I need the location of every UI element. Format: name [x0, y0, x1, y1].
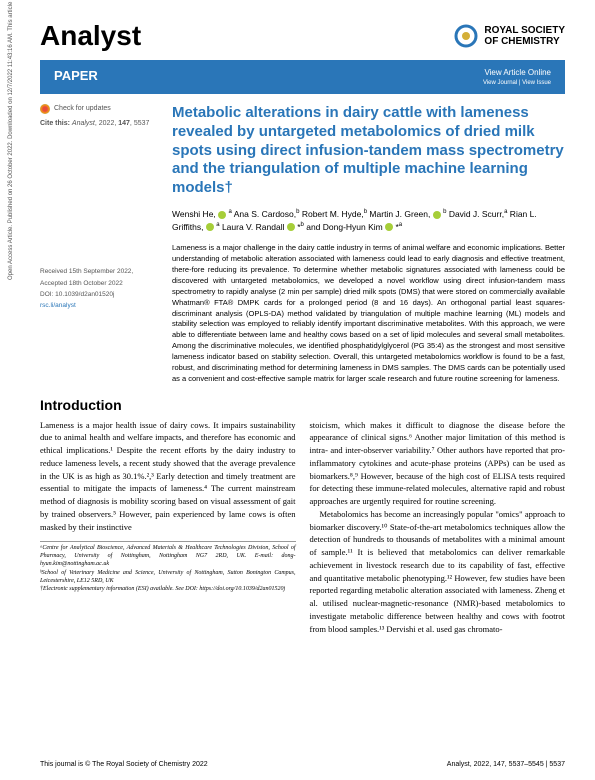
received-date: Received 15th September 2022,: [40, 268, 158, 276]
page-container: Analyst ROYAL SOCIETY OF CHEMISTRY PAPER…: [0, 0, 595, 650]
article-type: PAPER: [54, 68, 98, 83]
abstract: Lameness is a major challenge in the dai…: [172, 243, 565, 384]
view-journal-link[interactable]: View Journal | View Issue: [483, 80, 551, 86]
copyright: This journal is © The Royal Society of C…: [40, 761, 208, 768]
authors-list: Wenshi He, a Ana S. Cardoso,b Robert M. …: [172, 208, 565, 234]
publisher-name: ROYAL SOCIETY OF CHEMISTRY: [484, 25, 565, 47]
rsc-logo-icon: [454, 24, 478, 48]
left-column: Check for updates Cite this: Analyst, 20…: [40, 104, 158, 397]
intro-para-1: Lameness is a major health issue of dair…: [40, 419, 296, 534]
page-header: Analyst ROYAL SOCIETY OF CHEMISTRY: [40, 20, 565, 52]
rsc-link[interactable]: rsc.li/analyst: [40, 302, 158, 310]
view-online-link[interactable]: View Article Online: [483, 68, 551, 77]
section-header-introduction: Introduction: [40, 397, 565, 413]
intro-para-2: stoicism, which makes it difficult to di…: [310, 419, 566, 508]
affiliations: ᵃCentre for Analytical Bioscience, Advan…: [40, 541, 296, 594]
right-column: Metabolic alterations in dairy cattle wi…: [172, 104, 565, 397]
main-content: Check for updates Cite this: Analyst, 20…: [40, 104, 565, 397]
article-title: Metabolic alterations in dairy cattle wi…: [172, 104, 565, 198]
citation: Cite this: Analyst, 2022, 147, 5537: [40, 119, 158, 128]
intro-para-3: Metabolomics has become an increasingly …: [310, 508, 566, 636]
doi: DOI: 10.1039/d2an01520j: [40, 291, 158, 299]
article-meta: Received 15th September 2022, Accepted 1…: [40, 268, 158, 311]
journal-name: Analyst: [40, 20, 141, 52]
banner-links: View Article Online View Journal | View …: [483, 68, 551, 86]
page-footer: This journal is © The Royal Society of C…: [40, 761, 565, 768]
page-citation: Analyst, 2022, 147, 5537–5545 | 5537: [447, 761, 565, 768]
accepted-date: Accepted 18th October 2022: [40, 280, 158, 288]
introduction-text: Lameness is a major health issue of dair…: [40, 419, 565, 636]
crossmark-icon: [40, 104, 50, 114]
check-updates-button[interactable]: Check for updates: [40, 104, 158, 114]
article-type-banner: PAPER View Article Online View Journal |…: [40, 60, 565, 94]
publisher-block: ROYAL SOCIETY OF CHEMISTRY: [454, 24, 565, 48]
